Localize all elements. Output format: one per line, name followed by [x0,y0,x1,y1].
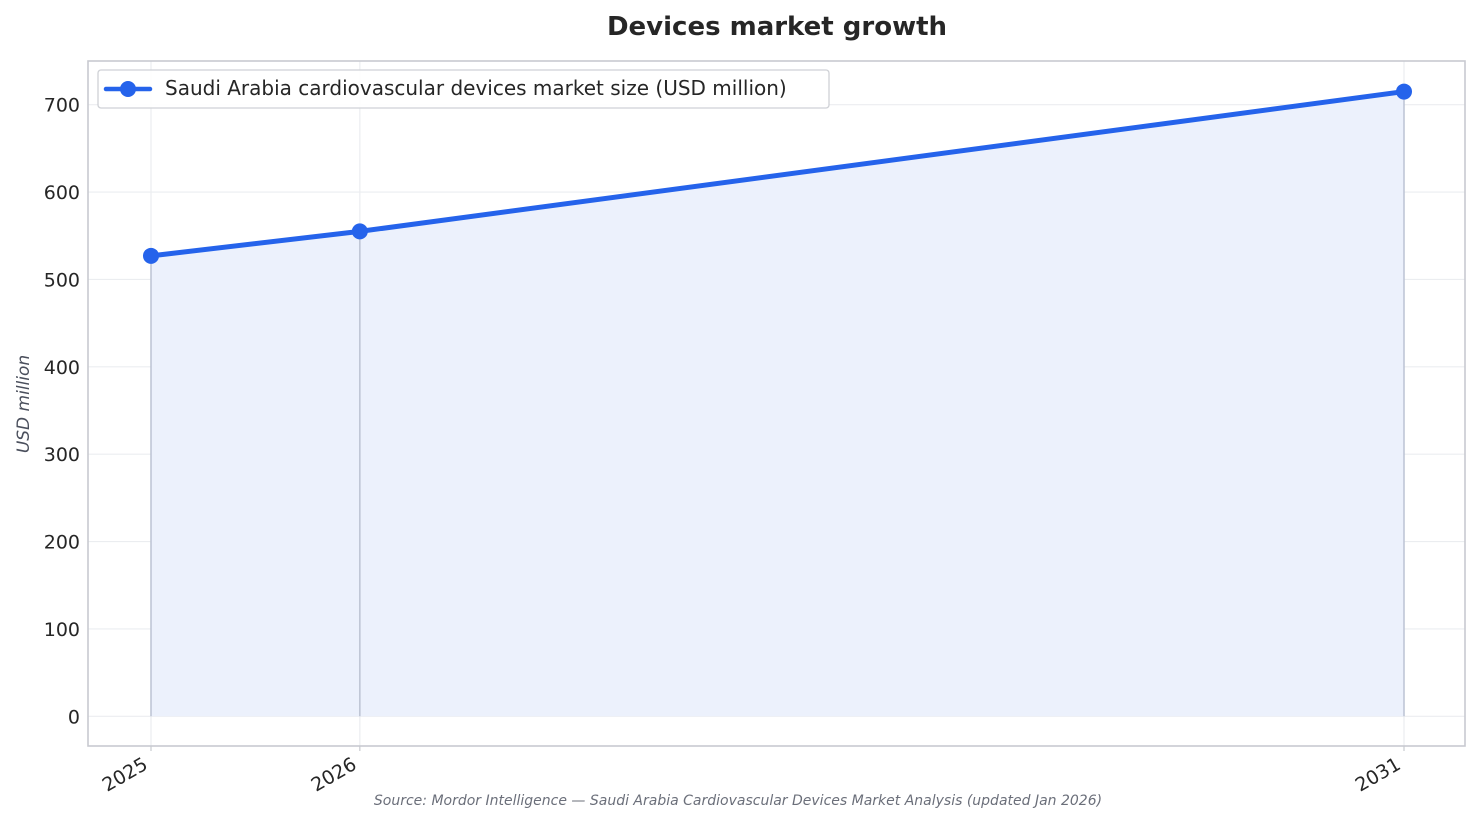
y-tick-label-700: 700 [44,95,80,117]
data-points [143,83,1412,264]
x-tick-label-2031: 2031 [1352,753,1405,796]
series-lines [148,89,1407,259]
series-line-segment-2026-2031 [357,89,1407,234]
data-point-2031 [1396,83,1412,100]
y-axis-label: USD million [14,355,34,453]
drop-lines [150,91,1405,717]
data-point-2025 [143,247,159,264]
y-tick-label-600: 600 [44,182,80,204]
data-point-2026 [351,223,368,240]
y-tick-label-500: 500 [44,269,80,291]
plot-frame [87,60,1466,747]
x-tick-label-2026: 2026 [307,753,360,796]
y-tick-label-0: 0 [68,706,80,728]
y-tick-label-200: 200 [44,532,80,554]
chart-title: Devices market growth [607,12,947,42]
y-tick-label-300: 300 [44,444,80,466]
source-note: Source: Mordor Intelligence — Saudi Arab… [374,793,1102,809]
x-tick-label-2025: 2025 [99,753,152,796]
legend-box [97,69,830,109]
area-fill-path [151,91,1404,717]
legend-label: Saudi Arabia cardiovascular devices mark… [165,76,787,100]
x-axis-ticks: 2025 2026 2031 [99,746,1405,797]
y-tick-label-400: 400 [44,357,80,379]
y-tick-label-100: 100 [44,619,80,641]
legend-dot-marker [120,81,136,97]
legend: Saudi Arabia cardiovascular devices mark… [97,69,830,109]
series-line-segment-2025-2026 [148,228,363,259]
area-fill [151,91,1404,717]
y-axis-ticks: 0 100 200 300 400 500 600 700 [44,95,80,729]
